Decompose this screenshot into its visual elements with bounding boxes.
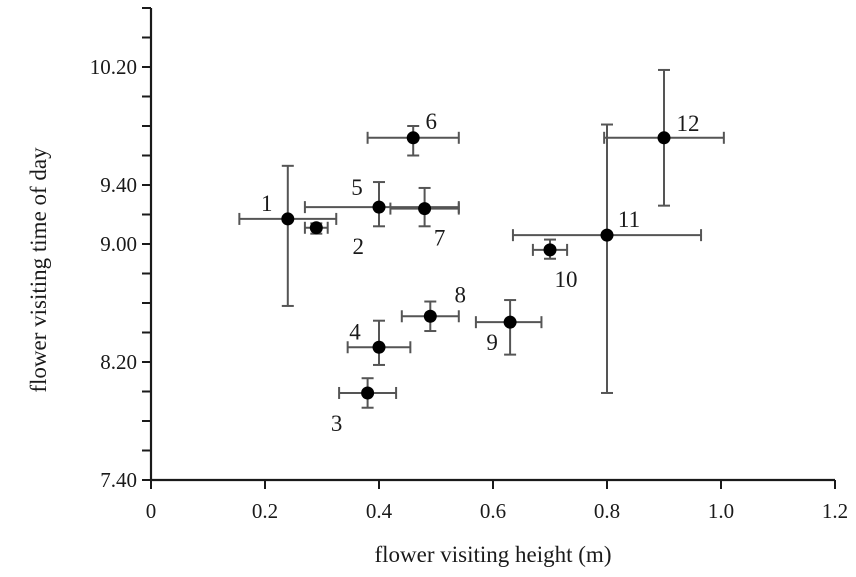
point-label-7: 7: [434, 226, 446, 251]
data-point-1: [281, 212, 295, 226]
y-tick-label: 7.40: [100, 468, 137, 492]
point-label-3: 3: [331, 411, 343, 436]
point-label-2: 2: [353, 234, 365, 259]
data-points: [281, 131, 671, 400]
x-tick-label: 0.6: [480, 499, 506, 523]
point-label-6: 6: [425, 109, 437, 134]
point-label-9: 9: [486, 330, 498, 355]
point-label-10: 10: [555, 267, 578, 292]
x-axis-label: flower visiting height (m): [375, 542, 612, 567]
data-point-12: [657, 131, 671, 145]
axes: 0 0.2 0.4 0.6 0.8 1.0 1.2 7.40 8.20 9.00 9.40 10.20: [90, 7, 848, 523]
data-point-9: [503, 315, 517, 329]
y-tick-label: 8.20: [100, 350, 137, 374]
error-bars: [238, 68, 725, 409]
data-point-11: [600, 228, 614, 242]
point-label-4: 4: [349, 319, 361, 344]
data-point-3: [361, 386, 375, 400]
point-label-8: 8: [455, 282, 467, 307]
data-point-4: [372, 340, 386, 354]
data-point-7: [418, 202, 432, 216]
data-point-8: [423, 309, 437, 323]
data-point-6: [406, 131, 420, 145]
x-tick-label: 1.0: [708, 499, 734, 523]
x-tick-label: 1.2: [822, 499, 848, 523]
data-point-5: [372, 200, 386, 214]
point-label-12: 12: [677, 111, 700, 136]
x-tick-label: 0.2: [252, 499, 278, 523]
data-point-2: [309, 221, 323, 235]
data-point-10: [543, 243, 557, 257]
x-tick-label: 0: [146, 499, 157, 523]
y-axis-label: flower visiting time of day: [26, 147, 51, 393]
y-tick-label: 9.40: [100, 173, 137, 197]
x-tick-label: 0.8: [594, 499, 620, 523]
y-tick-label: 9.00: [100, 232, 137, 256]
point-label-1: 1: [261, 191, 273, 216]
y-tick-label: 10.20: [90, 55, 137, 79]
point-label-11: 11: [618, 207, 640, 232]
x-tick-label: 0.4: [366, 499, 393, 523]
point-label-5: 5: [351, 175, 363, 200]
